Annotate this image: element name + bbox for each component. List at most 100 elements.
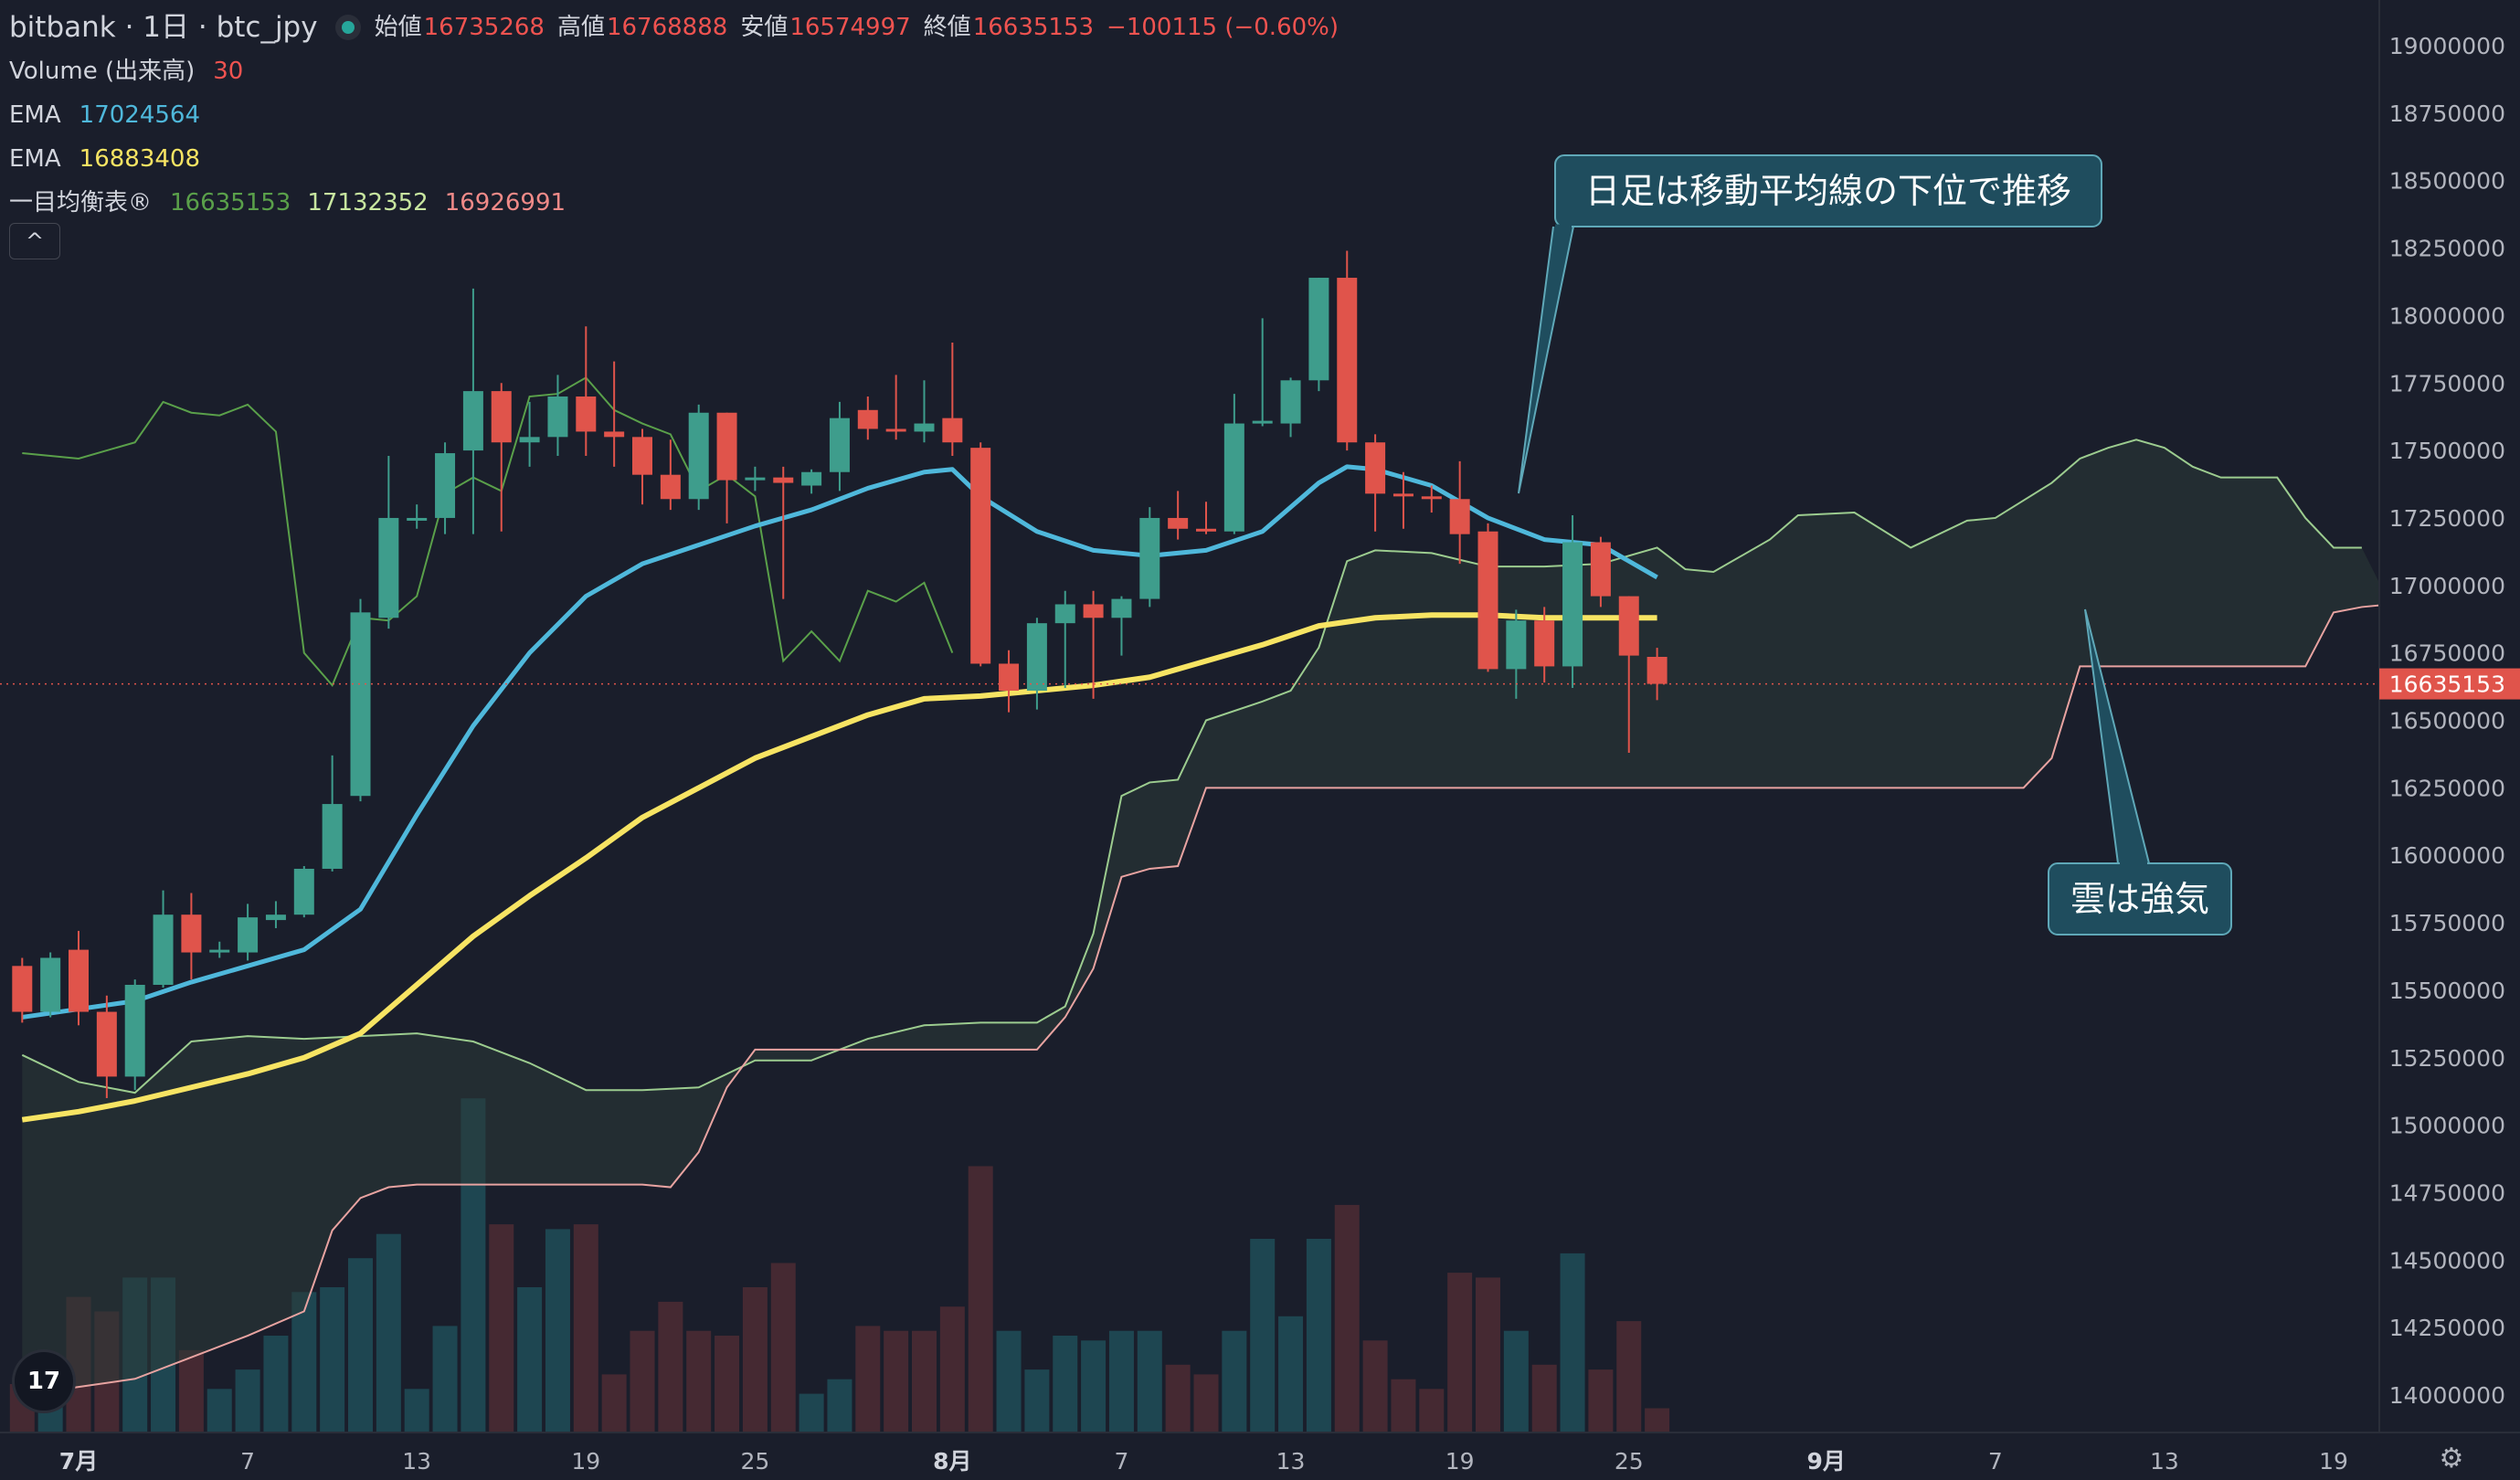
candle [632,428,652,505]
price-tick-label: 18750000 [2389,100,2505,127]
candle [716,412,737,523]
time-tick-label: 8月 [933,1448,971,1475]
candle [40,952,61,1018]
candle [181,893,202,980]
legend-ema-fast[interactable]: EMA 17024564 [9,93,1351,137]
volume-bar [1476,1277,1500,1432]
volume-bar [1560,1253,1585,1432]
candle-body [40,957,61,1012]
price-tick-label: 18500000 [2389,168,2505,195]
volume-bar [996,1330,1022,1432]
candle-body [265,914,286,921]
volume-bar [799,1393,824,1432]
volume-bar [573,1224,598,1432]
volume-bar [404,1389,429,1432]
gear-icon[interactable]: ⚙ [2439,1443,2464,1475]
time-tick-label: 13 [402,1448,431,1475]
legend-header: bitbank · 1日 · btc_jpy 始値 16735268 高値 1676… [9,5,1351,49]
market-status-icon [341,21,355,34]
volume-bar [1081,1340,1106,1432]
candle-body [1054,604,1075,624]
candle [1252,318,1273,427]
price-tick-label: 14750000 [2389,1179,2505,1206]
time-tick-label: 7 [240,1448,255,1475]
volume-bar [601,1374,627,1432]
candle-body [942,418,963,443]
candle-body [632,437,652,475]
price-tick-label: 14000000 [2389,1382,2505,1409]
candle-body [435,453,456,518]
candle [547,375,568,457]
tradingview-logo-icon[interactable]: 17 [15,1352,73,1411]
price-tick-label: 17000000 [2389,573,2505,599]
candles [12,250,1668,1099]
volume-bar [1137,1330,1162,1432]
ichimoku-span-b [22,603,2390,1396]
volume-bar [348,1258,373,1432]
close-label: 終値 [923,14,971,41]
candle-body [1337,278,1358,443]
low-value: 16574997 [789,14,911,41]
volume-bar [489,1224,514,1432]
candle-body [238,917,259,953]
time-tick-label: 9月 [1806,1448,1845,1475]
volume-bar [1193,1374,1219,1432]
callout-cloud-text: 雲は強気 [2070,879,2209,919]
candle-body [1083,604,1104,618]
volume-bar [545,1229,570,1432]
candle-body [1223,423,1244,532]
candle [1280,377,1301,438]
candle [1139,507,1160,608]
time-tick-label: 19 [1445,1448,1475,1475]
candle [519,401,540,467]
candle [12,957,33,1023]
candle-body [1026,623,1047,692]
candle [209,941,230,958]
high-value: 16768888 [606,14,728,41]
candle [378,456,399,629]
price-tick-label: 16750000 [2389,640,2505,667]
volume-bar [658,1301,683,1432]
candle [462,288,483,534]
candle-body [745,477,766,481]
candle [153,890,174,988]
candle-body [350,612,371,797]
candle [829,401,850,492]
candle-body [1590,542,1611,597]
volume-bar [1503,1330,1529,1432]
collapse-legend-button[interactable]: ^ [9,223,60,259]
legend-ichimoku[interactable]: 一目均衡表® 16635153 17132352 16926991 [9,181,1351,225]
open-label: 始値 [374,14,422,41]
candle-body [1477,531,1498,670]
legend-volume[interactable]: Volume (出来高) 30 [9,49,1351,93]
candle [1534,607,1555,683]
volume-bar [1222,1330,1247,1432]
ema-slow-label: EMA [9,145,61,173]
ichimoku-label: 一目均衡表® [9,189,153,217]
volume-bar [1108,1330,1134,1432]
open-value: 16735268 [423,14,545,41]
volume-bar [742,1287,768,1432]
candle-body [407,517,428,521]
legend-ema-slow[interactable]: EMA 16883408 [9,137,1351,181]
callout-cloud-pointer [2084,608,2150,864]
candle [1618,596,1639,753]
candle-body [322,804,343,869]
volume-bar [1250,1239,1276,1432]
candle-body [1196,528,1216,532]
candle [604,361,625,467]
candle [1365,434,1386,532]
callout-trend-pointer [1518,226,1574,494]
ema-fast-value: 17024564 [79,101,200,129]
price-tick-label: 16250000 [2389,775,2505,801]
candle-body [1506,620,1527,670]
volume-bar [517,1287,543,1432]
candle-body [604,431,625,438]
candle [265,901,286,928]
candle [576,326,597,457]
change-value: −100115 (−0.60%) [1106,14,1339,41]
symbol-title[interactable]: bitbank · 1日 · btc_jpy [9,11,318,44]
candle-body [1646,657,1668,684]
candle-body [1618,596,1639,656]
